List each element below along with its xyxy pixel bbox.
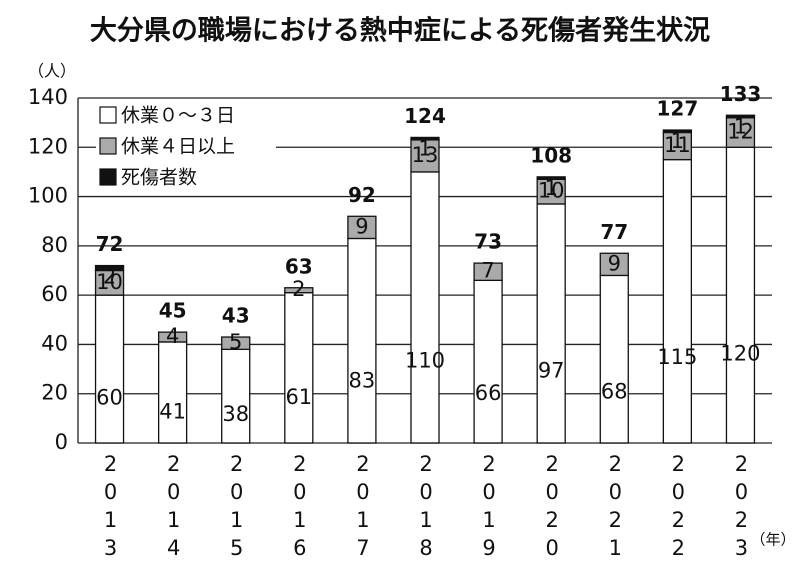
y-tick-label: 60: [41, 282, 68, 306]
bar-segment: [599, 274, 629, 444]
bar-segment: [536, 178, 566, 205]
segment-label: 1: [734, 114, 747, 138]
legend-label: 死傷者数: [121, 167, 197, 189]
segment-label: 60: [96, 386, 123, 410]
x-tick-label: 2013: [99, 452, 123, 563]
total-label: 108: [530, 143, 572, 167]
y-tick-label: 0: [55, 430, 68, 454]
segment-label: 9: [355, 214, 368, 238]
x-tick-label: 2021: [603, 452, 627, 563]
legend-swatch: [99, 137, 117, 155]
total-label: 124: [404, 104, 446, 128]
total-label: 77: [600, 220, 628, 244]
segment-label: 83: [349, 369, 376, 393]
bar-segment: [725, 114, 756, 119]
segment-label: 110: [405, 349, 445, 373]
bar-segment: [410, 136, 440, 141]
bar-segment: [94, 264, 125, 272]
segment-label: 11: [664, 133, 691, 157]
bar-segment: [662, 131, 693, 161]
segment-label: 2: [292, 277, 305, 301]
legend-swatch: [99, 106, 117, 124]
chart-title: 大分県の職場における熱中症による死傷者発生状況: [90, 16, 710, 47]
segment-label: 115: [657, 345, 697, 369]
y-tick-label: 100: [28, 184, 68, 208]
y-tick-label: 120: [28, 134, 68, 158]
total-label: 133: [720, 82, 762, 106]
bar-segment: [157, 341, 188, 444]
segment-label: 68: [601, 380, 628, 404]
bar-segment: [221, 336, 251, 351]
total-label: 92: [348, 183, 376, 207]
total-label: 43: [222, 304, 250, 328]
x-tick-label: 2015: [225, 452, 249, 563]
bar-segment: [725, 146, 756, 444]
legend-bg: [96, 134, 276, 162]
legend-label: 休業４日以上: [121, 136, 235, 158]
x-tick-label: 2020: [540, 452, 564, 563]
bar-segment: [157, 331, 188, 343]
x-tick-label: 2022: [666, 452, 690, 563]
bar-segment: [662, 129, 693, 134]
legend-label: 休業０～３日: [121, 105, 235, 127]
segment-label: 1: [671, 129, 684, 153]
legend-bg: [96, 165, 276, 193]
segment-label: 7: [481, 259, 494, 283]
x-axis-label: （年）: [750, 531, 795, 549]
x-tick-label: 2023: [729, 452, 753, 563]
bar-segment: [536, 176, 566, 180]
y-tick-label: 40: [41, 331, 68, 355]
x-tick-label: 2018: [414, 452, 438, 563]
bar-segment: [410, 171, 440, 444]
bar-segment: [536, 203, 566, 444]
bar-segment: [347, 215, 377, 240]
total-label: 63: [285, 254, 313, 278]
segment-label: 12: [727, 120, 754, 144]
bar-segment: [94, 294, 125, 444]
total-label: 72: [96, 232, 124, 256]
bar-segment: [284, 292, 314, 444]
segment-label: 5: [229, 330, 242, 354]
bar-segment: [473, 279, 503, 444]
legend-swatch: [99, 168, 117, 186]
bar-segment: [410, 139, 440, 173]
total-label: 73: [474, 230, 502, 254]
x-tick-label: 2016: [288, 452, 312, 563]
total-label: 127: [656, 97, 698, 121]
segment-label: 66: [475, 381, 502, 405]
segment-label: 38: [222, 402, 249, 426]
segment-label: 13: [412, 143, 439, 167]
bar-segment: [284, 287, 314, 294]
y-tick-label: 140: [28, 85, 68, 109]
bar-segment: [599, 252, 629, 277]
segment-label: 10: [538, 179, 565, 203]
legend-bg: [96, 103, 276, 131]
segment-label: 10: [96, 270, 123, 294]
segment-label: 41: [159, 400, 186, 424]
segment-label: 2: [103, 265, 116, 289]
x-tick-label: 2019: [477, 452, 501, 563]
segment-label: 97: [538, 358, 565, 382]
segment-label: 120: [720, 341, 760, 365]
y-tick-label: 80: [41, 233, 68, 257]
bar-segment: [221, 348, 251, 444]
segment-label: 61: [285, 385, 312, 409]
bar-segment: [662, 158, 693, 444]
segment-label: 1: [544, 176, 557, 200]
total-label: 45: [159, 299, 187, 323]
segment-label: 1: [418, 136, 431, 160]
x-tick-label: 2014: [162, 452, 186, 563]
segment-label: 4: [166, 324, 179, 348]
bar-segment: [347, 237, 377, 444]
segment-label: 9: [608, 251, 621, 275]
y-axis-label: （人）: [28, 62, 76, 81]
y-tick-label: 20: [41, 381, 68, 405]
bar-segment: [473, 262, 503, 282]
x-tick-label: 2017: [351, 452, 375, 563]
